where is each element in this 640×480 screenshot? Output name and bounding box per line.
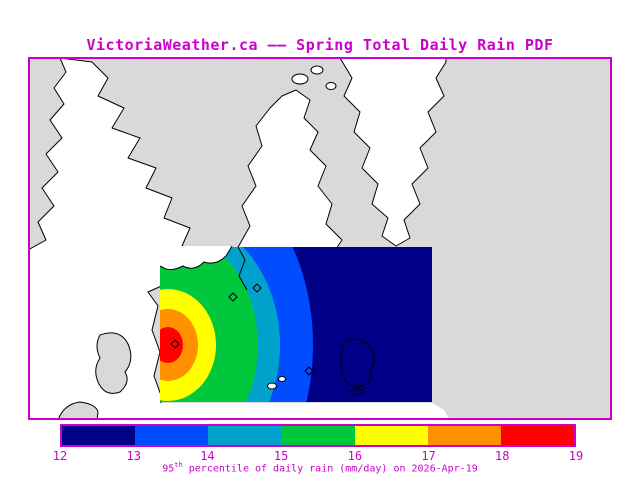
island-north-1: [291, 73, 309, 85]
island-discovery: [340, 338, 375, 387]
coastline-inlet-head: [237, 246, 248, 291]
colorbar-segment: [281, 426, 355, 445]
colorbar-segment: [354, 426, 428, 445]
colorbar-tick-label: 16: [347, 449, 363, 463]
caption-sup: th: [174, 461, 183, 469]
land-northeast: [339, 58, 447, 247]
colorbar-ticks: 12 13 14 15 16 17 18 19: [53, 449, 584, 463]
contour-field: [160, 247, 432, 402]
land-west: [29, 58, 231, 419]
bay-bottom-left: [57, 401, 99, 419]
colorbar: [60, 424, 576, 447]
land-south-strip: [140, 403, 450, 419]
map-border: [28, 57, 612, 420]
colorbar-tick-label: 18: [495, 449, 510, 463]
island-chatham-1: [267, 382, 277, 390]
caption-base: 95: [162, 463, 175, 475]
island-chatham-2: [278, 376, 286, 382]
island-north-3: [325, 82, 337, 90]
colorbar-segment: [62, 426, 136, 445]
colorbar-caption: 95th percentile of daily rain (mm/day) o…: [0, 461, 640, 474]
station-marker: [228, 292, 238, 302]
colorbar-tick-label: 12: [52, 449, 68, 463]
colorbar-tick-label: 15: [273, 449, 289, 463]
colorbar-segment: [500, 426, 574, 445]
sooke-basin: [95, 332, 132, 394]
colorbar-segment: [427, 426, 501, 445]
land-victoria-wedge: [160, 246, 232, 270]
colorbar-tick-label: 13: [126, 449, 141, 463]
station-marker: [170, 339, 180, 349]
colorbar-segment: [135, 426, 209, 445]
colorbar-segment: [208, 426, 282, 445]
island-small-1: [350, 388, 364, 396]
land-saanich-peninsula: [236, 89, 343, 250]
station-marker: [252, 283, 262, 293]
colorbar-tick-label: 19: [568, 449, 584, 463]
figure-title: VictoriaWeather.ca —— Spring Total Daily…: [86, 36, 554, 54]
caption-rest: percentile of daily rain (mm/day) on 202…: [182, 463, 478, 475]
colorbar-tick-label: 17: [421, 449, 436, 463]
island-north-2: [310, 65, 324, 75]
colorbar-tick-label: 14: [200, 449, 215, 463]
coastline-victoria: [159, 245, 233, 271]
station-marker: [304, 366, 314, 376]
